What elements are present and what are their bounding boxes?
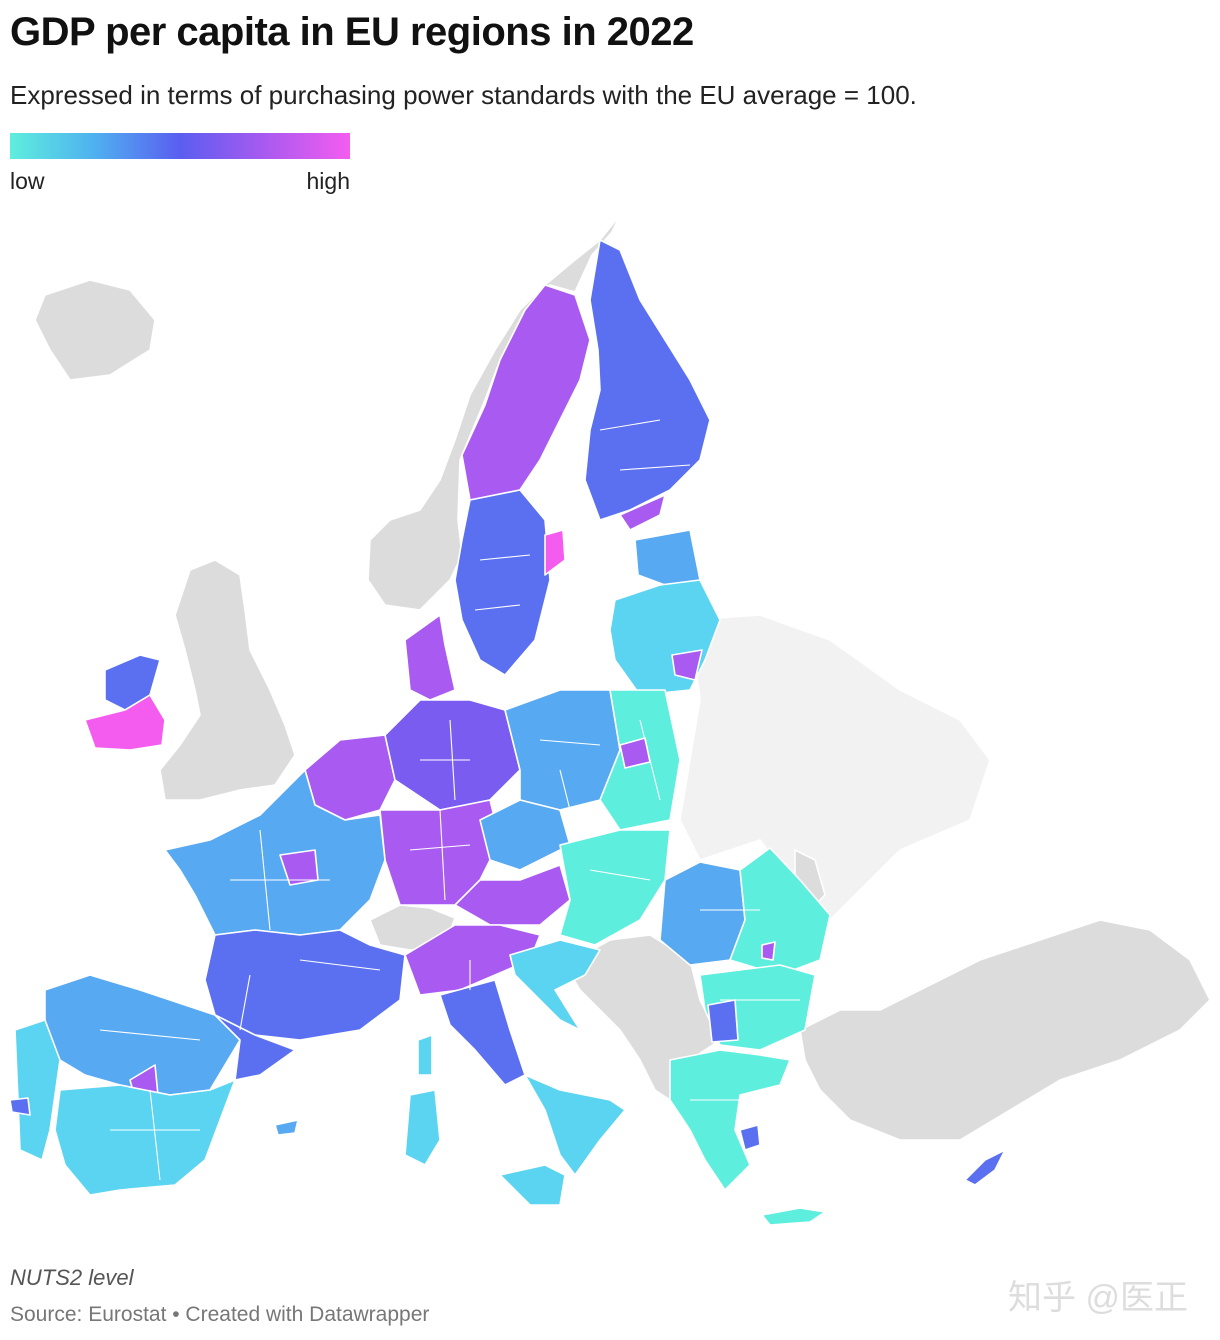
map-region-ireland-south (84, 694, 166, 751)
map-region-helsinki (619, 494, 666, 531)
chart-subtitle: Expressed in terms of purchasing power s… (10, 80, 917, 110)
map-region-ukraine-belarus (679, 614, 991, 932)
map-region-greece (669, 1049, 791, 1191)
map-region-sicily (499, 1164, 566, 1206)
map-region-slovakia-hungary (559, 829, 671, 946)
map-region-central-italy (439, 979, 526, 1086)
map-region-turkey (799, 919, 1211, 1141)
legend-high-label: high (306, 168, 350, 194)
map-region-balearics (274, 1119, 299, 1136)
map-region-athens (739, 1124, 761, 1151)
map-region-vilnius (671, 649, 703, 681)
map-region-cyprus (964, 1149, 1006, 1186)
map-region-great-britain (159, 559, 296, 801)
map-region-crete (761, 1207, 826, 1226)
map-region-estonia (634, 529, 701, 586)
map-region-stockholm (544, 529, 566, 576)
map-region-france-north (164, 769, 386, 936)
map-region-sardinia (404, 1089, 441, 1166)
legend-gradient-bar (10, 133, 350, 159)
map-note: NUTS2 level (10, 1265, 134, 1290)
color-legend: low high (10, 133, 350, 198)
europe-map (9, 214, 1211, 1226)
map-region-bucharest (761, 941, 776, 961)
map-region-catalonia (214, 1014, 296, 1081)
map-region-southern-sweden (454, 489, 551, 676)
map-region-romania-east (729, 847, 831, 976)
map-region-denmark (404, 614, 456, 701)
map-region-romania-west (659, 861, 746, 966)
legend-low-label: low (10, 168, 45, 194)
map-region-france-south (204, 929, 406, 1041)
map-source: Source: Eurostat • Created with Datawrap… (10, 1303, 430, 1326)
map-region-lisbon (9, 1097, 31, 1116)
map-region-portugal (14, 1019, 61, 1161)
chart-title: GDP per capita in EU regions in 2022 (10, 10, 694, 54)
map-region-iceland (34, 279, 156, 381)
map-region-southern-italy (524, 1074, 626, 1176)
map-region-czechia (479, 799, 571, 871)
map-region-sofia (707, 999, 739, 1043)
map-region-corsica (417, 1034, 433, 1076)
map-region-finland (584, 239, 711, 521)
map-internal-borders (99, 419, 800, 1181)
map-region-croatia-slovenia (509, 939, 601, 1031)
watermark-text: 知乎 @医正 (1008, 1279, 1188, 1317)
map-region-spain-south (54, 1079, 236, 1196)
